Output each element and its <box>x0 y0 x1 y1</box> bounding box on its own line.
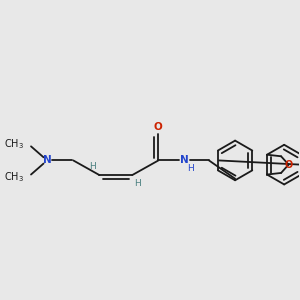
Text: H: H <box>188 164 194 173</box>
Text: O: O <box>284 160 293 170</box>
Text: O: O <box>154 122 162 132</box>
Text: CH$_3$: CH$_3$ <box>4 137 24 151</box>
Text: H: H <box>134 179 141 188</box>
Text: N: N <box>180 155 189 165</box>
Text: H: H <box>89 162 95 171</box>
Text: N: N <box>43 155 52 165</box>
Text: CH$_3$: CH$_3$ <box>4 170 24 184</box>
